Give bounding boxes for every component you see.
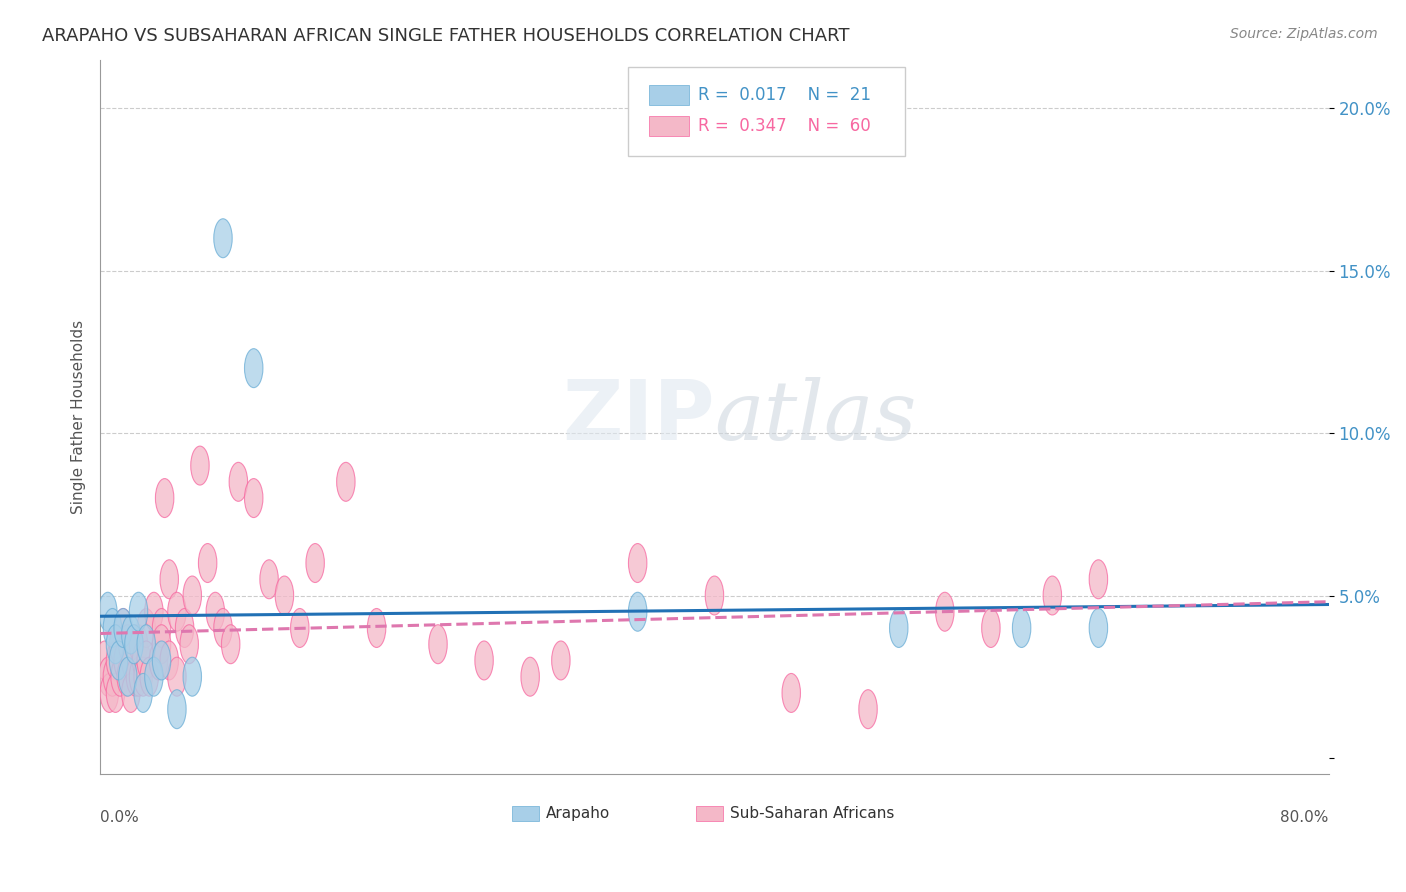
Ellipse shape [136, 608, 156, 648]
Ellipse shape [145, 592, 163, 632]
Ellipse shape [136, 641, 156, 680]
Ellipse shape [1090, 560, 1108, 599]
Ellipse shape [141, 657, 159, 696]
Ellipse shape [152, 641, 170, 680]
Ellipse shape [935, 592, 955, 632]
Ellipse shape [117, 657, 135, 696]
Ellipse shape [129, 592, 148, 632]
Ellipse shape [628, 543, 647, 582]
Ellipse shape [118, 657, 136, 696]
Ellipse shape [156, 479, 174, 517]
Ellipse shape [127, 657, 145, 696]
Ellipse shape [222, 624, 240, 664]
Ellipse shape [110, 624, 128, 664]
Ellipse shape [129, 657, 148, 696]
Ellipse shape [98, 657, 117, 696]
Ellipse shape [125, 624, 143, 664]
Ellipse shape [522, 657, 540, 696]
Text: 80.0%: 80.0% [1281, 810, 1329, 825]
Ellipse shape [214, 219, 232, 258]
Ellipse shape [107, 641, 125, 680]
Ellipse shape [152, 624, 170, 664]
Ellipse shape [276, 576, 294, 615]
Ellipse shape [367, 608, 385, 648]
Ellipse shape [122, 615, 141, 654]
Text: ZIP: ZIP [562, 376, 714, 458]
Ellipse shape [103, 608, 122, 648]
Ellipse shape [129, 624, 148, 664]
Ellipse shape [475, 641, 494, 680]
Ellipse shape [245, 479, 263, 517]
Ellipse shape [706, 576, 724, 615]
Ellipse shape [859, 690, 877, 729]
Ellipse shape [103, 657, 122, 696]
FancyBboxPatch shape [512, 806, 538, 821]
Ellipse shape [167, 657, 186, 696]
Ellipse shape [118, 624, 136, 664]
Ellipse shape [96, 641, 114, 680]
Ellipse shape [107, 673, 125, 713]
Ellipse shape [114, 608, 132, 648]
Ellipse shape [136, 624, 156, 664]
Ellipse shape [134, 673, 152, 713]
Ellipse shape [111, 657, 129, 696]
FancyBboxPatch shape [628, 67, 905, 156]
Ellipse shape [183, 576, 201, 615]
Ellipse shape [551, 641, 569, 680]
Ellipse shape [260, 560, 278, 599]
FancyBboxPatch shape [650, 85, 689, 104]
Ellipse shape [307, 543, 325, 582]
Ellipse shape [160, 560, 179, 599]
Y-axis label: Single Father Households: Single Father Households [72, 320, 86, 514]
Text: 0.0%: 0.0% [100, 810, 139, 825]
Text: ARAPAHO VS SUBSAHARAN AFRICAN SINGLE FATHER HOUSEHOLDS CORRELATION CHART: ARAPAHO VS SUBSAHARAN AFRICAN SINGLE FAT… [42, 27, 849, 45]
Ellipse shape [198, 543, 217, 582]
FancyBboxPatch shape [696, 806, 723, 821]
Ellipse shape [176, 608, 194, 648]
Ellipse shape [429, 624, 447, 664]
Ellipse shape [1090, 608, 1108, 648]
Ellipse shape [125, 624, 143, 664]
Ellipse shape [214, 608, 232, 648]
Text: R =  0.347    N =  60: R = 0.347 N = 60 [699, 117, 872, 135]
Ellipse shape [152, 608, 170, 648]
Ellipse shape [890, 608, 908, 648]
Ellipse shape [167, 592, 186, 632]
Text: Sub-Saharan Africans: Sub-Saharan Africans [731, 806, 894, 821]
Text: R =  0.017    N =  21: R = 0.017 N = 21 [699, 86, 872, 103]
Ellipse shape [149, 641, 167, 680]
Ellipse shape [207, 592, 225, 632]
Ellipse shape [782, 673, 800, 713]
Ellipse shape [100, 673, 118, 713]
Ellipse shape [98, 592, 117, 632]
Ellipse shape [134, 657, 152, 696]
Ellipse shape [628, 592, 647, 632]
Ellipse shape [981, 608, 1000, 648]
Ellipse shape [122, 641, 141, 680]
Text: Source: ZipAtlas.com: Source: ZipAtlas.com [1230, 27, 1378, 41]
FancyBboxPatch shape [650, 116, 689, 136]
Ellipse shape [1012, 608, 1031, 648]
Ellipse shape [1043, 576, 1062, 615]
Ellipse shape [336, 462, 356, 501]
Ellipse shape [291, 608, 309, 648]
Ellipse shape [183, 657, 201, 696]
Ellipse shape [114, 641, 132, 680]
Ellipse shape [132, 641, 150, 680]
Text: atlas: atlas [714, 376, 917, 457]
Ellipse shape [145, 657, 163, 696]
Ellipse shape [110, 641, 128, 680]
Ellipse shape [114, 608, 132, 648]
Ellipse shape [107, 624, 125, 664]
Ellipse shape [245, 349, 263, 388]
Ellipse shape [229, 462, 247, 501]
Ellipse shape [167, 690, 186, 729]
Ellipse shape [191, 446, 209, 485]
Ellipse shape [160, 641, 179, 680]
Text: Arapaho: Arapaho [546, 806, 610, 821]
Ellipse shape [122, 673, 141, 713]
Ellipse shape [180, 624, 198, 664]
